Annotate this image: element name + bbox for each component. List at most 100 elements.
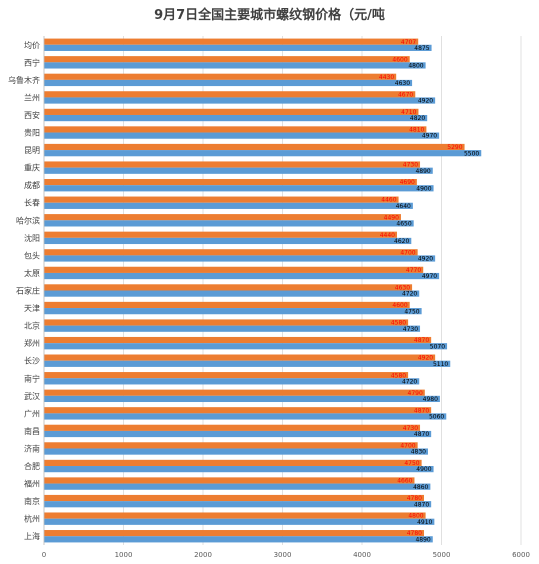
bar-orange — [44, 407, 432, 414]
bar-orange — [44, 126, 427, 133]
bar-orange — [44, 319, 409, 326]
category-label: 哈尔滨 — [16, 215, 40, 225]
data-label: 4700 — [400, 442, 415, 449]
bar-orange — [44, 231, 397, 238]
data-label: 4900 — [416, 466, 431, 473]
category-label: 天津 — [24, 303, 40, 313]
bar-orange — [44, 424, 421, 431]
data-label: 4870 — [414, 501, 429, 508]
data-label: 4890 — [415, 168, 430, 175]
category-label: 长春 — [24, 198, 40, 208]
bar-orange — [44, 354, 436, 361]
data-label: 4640 — [396, 203, 411, 210]
data-label: 4920 — [418, 98, 433, 105]
category-label: 均价 — [24, 40, 40, 50]
bar-blue — [44, 483, 431, 490]
category-label: 北京 — [24, 321, 40, 331]
bar-blue — [44, 79, 413, 87]
data-label: 4700 — [400, 249, 415, 256]
bar-orange — [44, 459, 422, 467]
category-label: 西安 — [24, 110, 40, 120]
data-label: 5110 — [433, 361, 448, 368]
bar-orange — [44, 266, 424, 273]
bar-blue — [44, 237, 412, 245]
data-label: 4870 — [414, 407, 429, 414]
bar-blue — [44, 536, 433, 543]
data-label: 4980 — [423, 396, 438, 403]
bar-blue — [44, 378, 420, 385]
data-label: 4660 — [397, 478, 412, 485]
bar-orange — [44, 494, 425, 502]
bar-blue — [44, 44, 432, 51]
data-label: 4970 — [422, 133, 437, 140]
x-tick-label: 5000 — [433, 551, 451, 559]
bar-orange — [44, 108, 419, 115]
bar-blue — [44, 501, 432, 508]
bar-blue — [44, 413, 447, 420]
data-label: 4870 — [414, 431, 429, 438]
bar-blue — [44, 150, 482, 157]
bar-blue — [44, 343, 448, 350]
category-label: 郑州 — [24, 338, 40, 348]
data-label: 4970 — [422, 273, 437, 280]
bar-orange — [44, 73, 397, 80]
data-label: 4920 — [418, 355, 433, 362]
bar-orange — [44, 249, 418, 256]
bar-blue — [44, 220, 414, 227]
category-label: 昆明 — [24, 146, 40, 155]
data-label: 5290 — [447, 144, 462, 151]
data-label: 4580 — [391, 372, 406, 379]
data-label: 4730 — [403, 425, 418, 432]
category-label: 合肥 — [24, 461, 40, 471]
category-label: 南宁 — [24, 373, 40, 383]
data-label: 4430 — [379, 74, 394, 81]
category-label: 上海 — [24, 531, 40, 541]
bar-blue — [44, 518, 435, 525]
bar-blue — [44, 430, 432, 438]
bar-blue — [44, 167, 433, 174]
data-label: 4780 — [407, 495, 422, 502]
x-tick-label: 4000 — [353, 551, 371, 559]
category-label: 包头 — [24, 250, 40, 260]
data-label: 4860 — [413, 484, 428, 491]
data-label: 4920 — [418, 256, 433, 263]
x-tick-label: 1000 — [115, 551, 133, 559]
data-label: 4650 — [396, 220, 411, 227]
data-label: 4490 — [384, 214, 399, 221]
bar-orange — [44, 91, 416, 98]
data-label: 4600 — [392, 302, 407, 309]
data-label: 4875 — [414, 45, 429, 52]
bar-orange — [44, 372, 409, 379]
bar-orange — [44, 442, 418, 449]
data-label: 5500 — [464, 150, 479, 157]
x-tick-label: 2000 — [194, 551, 212, 559]
category-label: 西宁 — [24, 57, 40, 67]
category-label: 长沙 — [24, 356, 40, 366]
bar-blue — [44, 114, 428, 122]
category-label: 贵阳 — [24, 128, 40, 138]
category-label: 济南 — [24, 443, 40, 453]
data-label: 4460 — [381, 197, 396, 204]
data-label: 4600 — [392, 56, 407, 63]
category-label: 福州 — [24, 480, 40, 489]
data-label: 4580 — [391, 320, 406, 327]
bar-blue — [44, 360, 451, 367]
data-label: 4690 — [400, 179, 415, 186]
data-label: 4790 — [408, 390, 423, 397]
data-label: 4750 — [404, 308, 419, 315]
bar-orange — [44, 530, 425, 537]
data-label: 4900 — [416, 185, 431, 192]
data-label: 4730 — [403, 162, 418, 169]
data-label: 4730 — [403, 326, 418, 333]
category-label: 南京 — [24, 496, 40, 506]
bar-blue — [44, 308, 422, 315]
bar-blue — [44, 272, 440, 280]
category-label: 南昌 — [24, 426, 40, 436]
bar-orange — [44, 56, 410, 63]
category-label: 武汉 — [24, 391, 40, 401]
bar-orange — [44, 512, 426, 519]
data-label: 5060 — [429, 414, 444, 421]
bar-orange — [44, 161, 421, 168]
data-label: 4870 — [414, 337, 429, 344]
bar-orange — [44, 477, 415, 484]
